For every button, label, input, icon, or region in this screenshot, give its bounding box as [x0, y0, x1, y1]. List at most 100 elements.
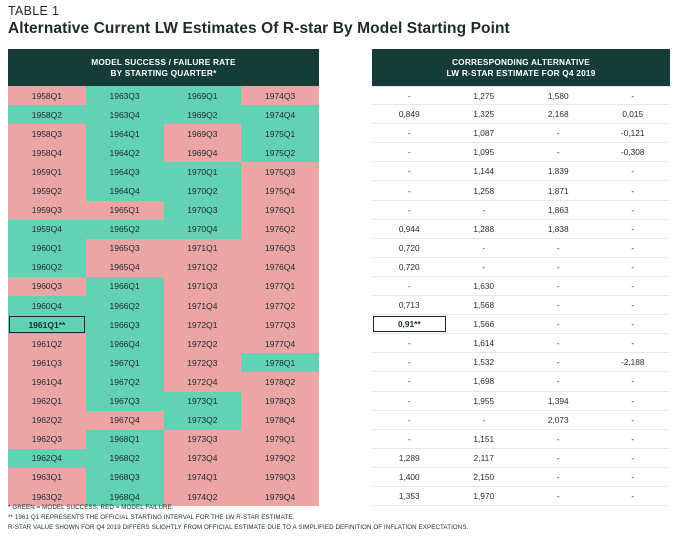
failure-quarter-cell: 1972Q2 — [163, 334, 242, 354]
quarter-row: 1958Q2 1963Q4 1969Q2 1974Q4 — [8, 105, 319, 125]
rstar-estimate-cell: - — [631, 433, 635, 444]
success-quarter-cell: 1970Q4 — [163, 219, 242, 239]
quarter-row: 1959Q2 1964Q4 1970Q2 1975Q4 — [8, 181, 319, 201]
estimate-row: 0,720 - - - — [372, 258, 670, 277]
rstar-estimate-cell: 1,970 — [473, 491, 495, 502]
failure-quarter-cell: 1976Q3 — [241, 238, 319, 258]
failure-quarter-cell: 1973Q4 — [163, 448, 242, 468]
rstar-estimate-cell: 1,325 — [473, 109, 495, 120]
success-quarter-cell: 1966Q4 — [85, 334, 164, 354]
failure-quarter-cell: 1979Q2 — [241, 448, 319, 468]
success-quarter-cell: 1958Q2 — [8, 105, 86, 125]
rstar-estimate-cell: - — [407, 280, 411, 291]
quarter-row: 1961Q1** 1966Q3 1972Q1 1977Q3 — [8, 315, 319, 335]
success-quarter-cell: 1959Q4 — [8, 219, 86, 239]
rstar-estimate-cell: - — [407, 376, 411, 387]
estimate-row: - 1,698 - - — [372, 372, 670, 392]
failure-quarter-cell: 1971Q3 — [163, 276, 242, 297]
failure-quarter-cell: 1978Q3 — [241, 391, 319, 411]
estimate-row: - 1,955 1,394 - — [372, 392, 670, 411]
failure-quarter-cell: 1973Q3 — [163, 429, 242, 449]
estimate-row: 0,720 - - - — [372, 239, 670, 258]
rstar-estimate-cell: 1,839 — [547, 166, 569, 177]
rstar-estimate-cell: - — [631, 491, 635, 502]
success-quarter-cell: 1966Q2 — [85, 296, 164, 316]
success-quarter-cell: 1965Q2 — [85, 219, 164, 239]
rstar-estimate-cell: 1,400 — [398, 471, 420, 482]
rstar-estimate-cell: 1,614 — [473, 338, 495, 349]
quarter-row: 1960Q4 1966Q2 1971Q4 1977Q2 — [8, 296, 319, 316]
failure-quarter-cell: 1972Q3 — [163, 353, 242, 373]
right-header-line1: CORRESPONDING ALTERNATIVE — [451, 56, 591, 67]
rstar-estimate-cell: - — [482, 204, 486, 215]
rstar-estimate-cell: - — [556, 147, 560, 158]
rstar-estimate-cell: 1,871 — [547, 185, 569, 196]
rstar-estimate-cell: - — [631, 319, 635, 330]
failure-quarter-cell: 1977Q3 — [241, 315, 319, 335]
failure-quarter-cell: 1972Q4 — [163, 372, 242, 392]
failure-quarter-cell: 1971Q4 — [163, 296, 242, 316]
quarter-row: 1959Q1 1964Q3 1970Q1 1975Q3 — [8, 162, 319, 182]
success-quarter-cell: 1967Q3 — [85, 391, 164, 411]
quarter-row: 1959Q4 1965Q2 1970Q4 1976Q2 — [8, 219, 319, 239]
rstar-estimate-cell: 2,117 — [473, 452, 494, 463]
estimate-row: - 1,532 - -2,188 — [372, 353, 670, 373]
success-quarter-cell: 1970Q2 — [163, 181, 242, 201]
rstar-estimate-cell: 1,630 — [473, 280, 495, 291]
estimate-row: - 1,151 - - — [372, 430, 670, 449]
footnote: ** 1961 Q1 REPRESENTS THE OFFICIAL START… — [8, 514, 295, 521]
success-quarter-cell: 1968Q3 — [85, 467, 164, 487]
rstar-estimate-cell: - — [631, 280, 635, 291]
rstar-estimate-cell: - — [407, 433, 411, 444]
rstar-estimate-cell: -2,188 — [620, 357, 645, 368]
failure-quarter-cell: 1959Q1 — [8, 162, 86, 182]
success-quarter-cell: 1963Q4 — [85, 105, 164, 125]
rstar-estimate-cell: 1,698 — [473, 376, 495, 387]
failure-quarter-cell: 1971Q1 — [163, 238, 242, 258]
left-header-line1: MODEL SUCCESS / FAILURE RATE — [91, 56, 236, 67]
rstar-estimate-cell: - — [407, 357, 411, 368]
success-quarter-cell: 1963Q3 — [85, 86, 164, 106]
rstar-estimate-cell: - — [631, 90, 635, 101]
failure-quarter-cell: 1958Q4 — [8, 143, 86, 163]
right-header-line2: LW R-STAR ESTIMATE FOR Q4 2019 — [446, 67, 596, 78]
rstar-estimate-cell: 1,580 — [547, 90, 569, 101]
failure-quarter-cell: 1971Q2 — [163, 257, 242, 277]
failure-quarter-cell: 1978Q4 — [241, 410, 319, 430]
rstar-estimate-cell: 0,91** — [372, 315, 447, 333]
rstar-estimate-cell: 1,568 — [473, 300, 495, 311]
success-quarter-cell: 1970Q1 — [163, 162, 242, 182]
rstar-estimate-cell: - — [556, 319, 560, 330]
rstar-estimate-cell: 1,353 — [398, 491, 420, 502]
rstar-estimate-cell: - — [631, 300, 635, 311]
estimate-row: 1,400 2,150 - - — [372, 468, 670, 487]
rstar-estimate-cell: 0,015 — [622, 109, 644, 120]
failure-quarter-cell: 1977Q1 — [241, 276, 319, 297]
rstar-estimate-cell: -0,121 — [620, 128, 645, 139]
success-quarter-cell: 1967Q1 — [85, 353, 164, 373]
success-quarter-cell: 1975Q1 — [241, 124, 319, 144]
rstar-estimate-cell: - — [556, 300, 560, 311]
failure-quarter-cell: 1960Q3 — [8, 276, 86, 297]
failure-quarter-cell: 1962Q1 — [8, 391, 86, 411]
success-quarter-cell: 1962Q4 — [8, 448, 86, 468]
rstar-estimate-cell: - — [631, 261, 635, 272]
success-quarter-cell: 1960Q4 — [8, 296, 86, 316]
success-quarter-cell: 1969Q1 — [163, 86, 242, 106]
failure-quarter-cell: 1974Q2 — [163, 486, 242, 507]
failure-quarter-cell: 1962Q3 — [8, 429, 86, 449]
failure-quarter-cell: 1977Q2 — [241, 296, 319, 316]
failure-quarter-cell: 1965Q1 — [85, 200, 164, 220]
rstar-estimate-cell: - — [556, 452, 560, 463]
failure-quarter-cell: 1965Q4 — [85, 257, 164, 277]
failure-quarter-cell: 1961Q3 — [8, 353, 86, 373]
rstar-estimate-cell: 1,566 — [473, 319, 495, 330]
rstar-estimate-cell: 1,144 — [473, 166, 495, 177]
rstar-estimate-cell: 1,394 — [547, 395, 569, 406]
estimate-row: - 1,144 1,839 - — [372, 162, 670, 182]
rstar-estimate-cell: - — [631, 204, 635, 215]
quarter-row: 1962Q2 1967Q4 1973Q2 1978Q4 — [8, 410, 319, 430]
failure-quarter-cell: 1976Q1 — [241, 200, 319, 220]
rstar-estimate-cell: - — [407, 338, 411, 349]
quarter-row: 1962Q4 1968Q2 1973Q4 1979Q2 — [8, 448, 319, 468]
